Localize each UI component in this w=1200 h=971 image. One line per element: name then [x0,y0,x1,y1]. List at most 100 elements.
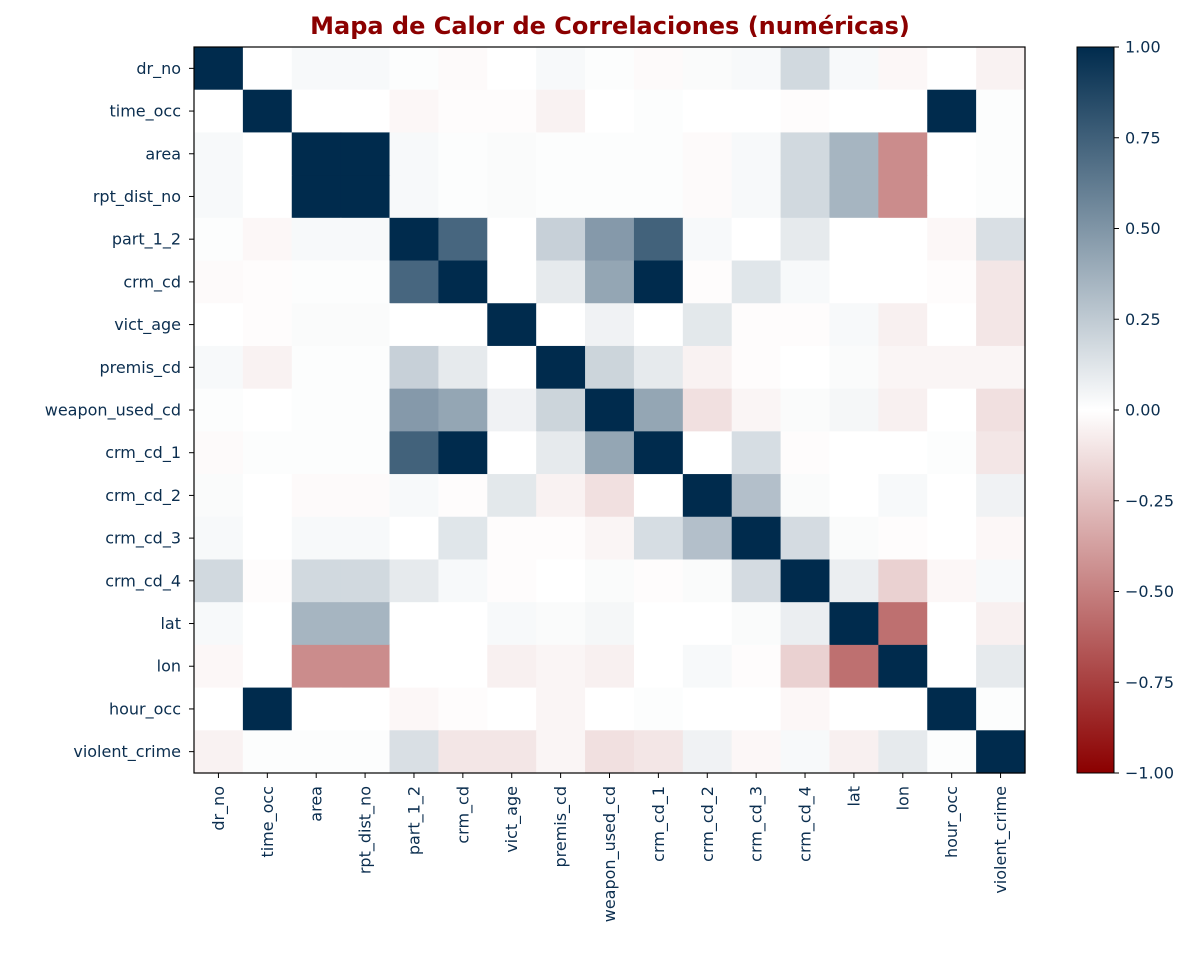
heatmap-cell-crm_cd_1-lat [829,431,879,475]
heatmap-cell-dr_no-lat [829,47,879,91]
heatmap-cell-time_occ-rpt_dist_no [340,89,391,134]
heatmap-cell-crm_cd_1-premis_cd [536,431,586,475]
heatmap-cell-lon-area [291,644,342,689]
y-tick-label: crm_cd_2 [105,486,181,506]
heatmap-cell-crm_cd_1-part_1_2 [389,431,440,475]
heatmap-cell-vict_age-crm_cd_2 [682,303,733,347]
heatmap-cell-crm_cd_1-crm_cd [438,431,488,475]
heatmap-cell-crm_cd_1-crm_cd_2 [682,431,733,475]
y-tick-label: area [145,144,181,163]
heatmap-cell-crm_cd_1-weapon_used_cd [585,431,635,475]
heatmap-cell-weapon_used_cd-violent_crime [976,388,1026,432]
chart-title: Mapa de Calor de Correlaciones (numérica… [310,12,910,40]
colorbar-tick-label: −0.50 [1125,582,1174,601]
heatmap-cell-crm_cd_1-crm_cd_1 [633,431,684,475]
heatmap-cell-violent_crime-area [291,730,342,774]
heatmap-cell-crm_cd_2-rpt_dist_no [340,474,391,518]
heatmap-cell-crm_cd_2-hour_occ [927,474,977,518]
heatmap-cell-rpt_dist_no-vict_age [487,175,537,219]
heatmap-cell-crm_cd_1-vict_age [487,431,537,475]
heatmap-cell-violent_crime-crm_cd_3 [731,730,782,774]
y-tick-label: crm_cd [123,272,181,292]
heatmap-cell-lon-lat [829,644,879,689]
y-tick-label: part_1_2 [112,230,181,250]
heatmap-cell-crm_cd-crm_cd_2 [682,260,733,304]
heatmap-cell-hour_occ-violent_crime [976,687,1026,731]
heatmap-cell-time_occ-area [291,89,342,134]
heatmap-cell-weapon_used_cd-rpt_dist_no [340,388,391,432]
heatmap-cell-weapon_used_cd-area [291,388,342,432]
heatmap-cell-violent_crime-weapon_used_cd [585,730,635,774]
heatmap-cell-part_1_2-violent_crime [976,217,1026,262]
heatmap-cell-part_1_2-area [291,217,342,262]
heatmap-cell-weapon_used_cd-lat [829,388,879,432]
heatmap-cell-lat-crm_cd_3 [731,602,782,646]
heatmap-cell-crm_cd_2-dr_no [194,474,244,518]
heatmap-cell-area-vict_age [487,132,537,176]
heatmap-cell-violent_crime-crm_cd_2 [682,730,733,774]
heatmap-cell-vict_age-rpt_dist_no [340,303,391,347]
heatmap-cell-violent_crime-rpt_dist_no [340,730,391,774]
heatmap-cell-dr_no-crm_cd_4 [780,47,831,91]
heatmap-cell-rpt_dist_no-part_1_2 [389,175,440,219]
heatmap-cell-premis_cd-time_occ [242,345,293,390]
heatmap-cell-dr_no-area [291,47,342,91]
colorbar-tick-label: −1.00 [1125,764,1174,783]
heatmap-cell-lon-crm_cd [438,644,488,689]
heatmap-cell-time_occ-dr_no [194,89,244,134]
heatmap-cell-part_1_2-lat [829,217,879,262]
heatmap-cell-time_occ-time_occ [242,89,293,134]
heatmap-cell-crm_cd_4-crm_cd_1 [633,559,684,603]
heatmap-cell-vict_age-weapon_used_cd [585,303,635,347]
heatmap-cell-rpt_dist_no-crm_cd_2 [682,175,733,219]
heatmap-cell-violent_crime-crm_cd [438,730,488,774]
heatmap-cell-dr_no-vict_age [487,47,537,91]
heatmap-cell-weapon_used_cd-crm_cd_3 [731,388,782,432]
heatmap-cell-area-crm_cd [438,132,488,176]
heatmap-cell-premis_cd-hour_occ [927,345,977,390]
heatmap-cell-premis_cd-crm_cd_1 [633,345,684,390]
colorbar-tick-label: 1.00 [1125,38,1161,57]
heatmap-cell-weapon_used_cd-dr_no [194,388,244,432]
heatmap-cell-area-rpt_dist_no [340,132,391,176]
heatmap-cell-hour_occ-premis_cd [536,687,586,731]
heatmap-cell-dr_no-premis_cd [536,47,586,91]
heatmap-cell-crm_cd_4-crm_cd_4 [780,559,831,603]
heatmap-cell-crm_cd-area [291,260,342,304]
colorbar-tick-label: 0.75 [1125,128,1161,147]
heatmap-cell-lat-crm_cd_2 [682,602,733,646]
x-tick-label: part_1_2 [404,786,424,855]
heatmap-cell-crm_cd_3-violent_crime [976,516,1026,561]
heatmap-cell-crm_cd_4-crm_cd_2 [682,559,733,603]
heatmap-cell-crm_cd_2-crm_cd_2 [682,474,733,518]
heatmap-cell-dr_no-crm_cd [438,47,488,91]
y-tick-label: lat [160,614,181,633]
heatmap-cell-dr_no-hour_occ [927,47,977,91]
heatmap-cell-vict_age-dr_no [194,303,244,347]
heatmap-cell-lon-vict_age [487,644,537,689]
y-tick-label: vict_age [114,315,181,335]
heatmap-cell-crm_cd_4-weapon_used_cd [585,559,635,603]
heatmap-cell-rpt_dist_no-crm_cd_1 [633,175,684,219]
heatmap-cell-vict_age-premis_cd [536,303,586,347]
x-tick-label: weapon_used_cd [600,786,620,922]
heatmap-cell-hour_occ-rpt_dist_no [340,687,391,731]
heatmap-cell-area-crm_cd_3 [731,132,782,176]
heatmap-cell-crm_cd-violent_crime [976,260,1026,304]
heatmap-cell-area-dr_no [194,132,244,176]
x-tick-label: hour_occ [942,786,962,858]
heatmap-cell-crm_cd_3-crm_cd_4 [780,516,831,561]
heatmap-cell-time_occ-crm_cd_3 [731,89,782,134]
heatmap-cell-area-hour_occ [927,132,977,176]
heatmap-cell-area-lat [829,132,879,176]
colorbar-tick-label: 0.00 [1125,401,1161,420]
heatmap-cell-lat-lon [878,602,928,646]
heatmap-cell-premis_cd-dr_no [194,345,244,390]
y-tick-label: violent_crime [73,742,181,762]
heatmap-cell-crm_cd_1-crm_cd_3 [731,431,782,475]
heatmap-cell-crm_cd_3-crm_cd_1 [633,516,684,561]
heatmap-cell-lon-crm_cd_2 [682,644,733,689]
heatmap-cell-weapon_used_cd-time_occ [242,388,293,432]
